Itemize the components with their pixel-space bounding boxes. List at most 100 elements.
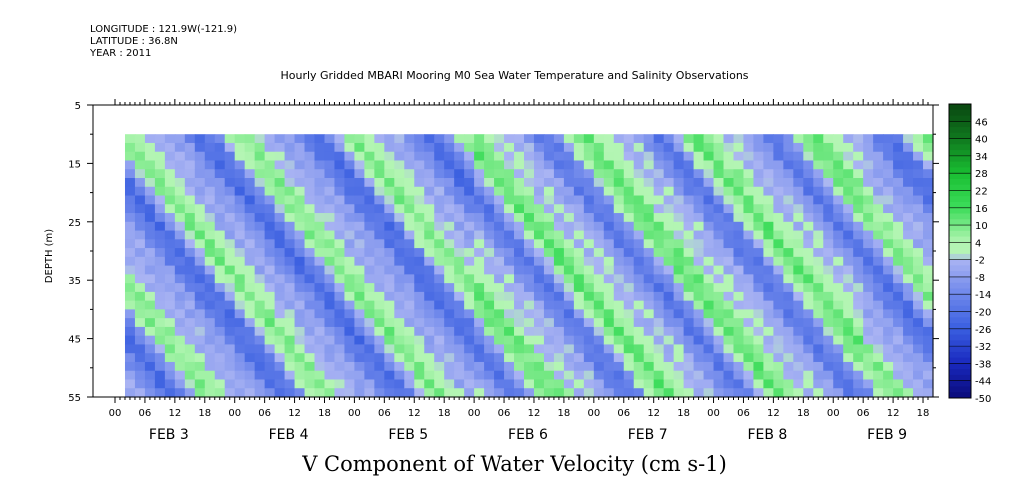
heatmap-cell xyxy=(234,335,246,346)
heatmap-cell xyxy=(753,230,765,240)
heatmap-cell xyxy=(174,309,186,319)
heatmap-cell xyxy=(793,204,804,214)
heatmap-cell xyxy=(893,221,904,232)
heatmap-cell xyxy=(394,195,405,205)
heatmap-cell xyxy=(414,248,425,258)
heatmap-cell xyxy=(733,300,745,310)
heatmap-cell xyxy=(863,142,874,153)
heatmap-cell xyxy=(653,142,665,153)
heatmap-cell xyxy=(164,309,176,319)
heatmap-cell xyxy=(833,221,844,232)
heatmap-cell xyxy=(833,213,844,223)
heatmap-cell xyxy=(494,344,505,354)
heatmap-cell xyxy=(184,344,196,354)
heatmap-cell xyxy=(484,151,495,162)
heatmap-cell xyxy=(673,186,685,197)
heatmap-cell xyxy=(294,335,306,346)
heatmap-cell xyxy=(623,239,635,249)
heatmap-cell xyxy=(254,361,266,372)
heatmap-cell xyxy=(903,142,914,153)
heatmap-cell xyxy=(713,160,725,170)
heatmap-cell xyxy=(783,300,794,310)
heatmap-cell xyxy=(633,248,645,258)
heatmap-cell xyxy=(504,318,515,328)
heatmap-cell xyxy=(603,248,615,258)
heatmap-cell xyxy=(514,318,525,328)
heatmap-cell xyxy=(773,388,784,398)
heatmap-cell xyxy=(693,274,705,284)
heatmap-cell xyxy=(344,248,356,258)
heatmap-cell xyxy=(174,353,186,363)
heatmap-cell xyxy=(464,388,475,398)
heatmap-cell xyxy=(563,335,575,346)
heatmap-cell xyxy=(793,134,804,144)
heatmap-cell xyxy=(563,353,575,363)
heatmap-cell xyxy=(823,248,834,258)
heatmap-cell xyxy=(224,195,236,205)
heatmap-cell xyxy=(294,344,306,354)
heatmap-cell xyxy=(643,248,655,258)
heatmap-cell xyxy=(404,344,415,354)
heatmap-cell xyxy=(923,370,934,381)
heatmap-cell xyxy=(244,178,256,188)
colorbar-label: 4 xyxy=(975,238,981,249)
heatmap-cell xyxy=(414,274,425,284)
heatmap-cell xyxy=(144,300,156,310)
heatmap-cell xyxy=(903,265,914,275)
heatmap-cell xyxy=(533,256,545,267)
heatmap-cell xyxy=(464,151,475,162)
heatmap-cell xyxy=(873,318,884,328)
heatmap-cell xyxy=(154,142,166,153)
heatmap-cell xyxy=(164,388,176,398)
heatmap-cell xyxy=(524,134,535,144)
heatmap-cell xyxy=(573,169,585,179)
heatmap-cell xyxy=(883,169,894,179)
colorbar-swatch xyxy=(949,276,971,284)
heatmap-cell xyxy=(613,142,625,153)
heatmap-cell xyxy=(194,344,206,354)
heatmap-cell xyxy=(484,370,495,381)
x-hour-tick-label: 18 xyxy=(917,408,930,419)
heatmap-cell xyxy=(394,326,405,337)
heatmap-cell xyxy=(374,318,385,328)
heatmap-cell xyxy=(893,195,904,205)
heatmap-cell xyxy=(843,283,854,293)
heatmap-cell xyxy=(454,388,465,398)
heatmap-cell xyxy=(384,151,395,162)
heatmap-cell xyxy=(763,361,774,372)
colorbar-swatch xyxy=(949,363,971,370)
heatmap-cell xyxy=(733,256,745,267)
heatmap-cell xyxy=(563,169,575,179)
heatmap-cell xyxy=(154,361,166,372)
heatmap-cell xyxy=(573,291,585,302)
heatmap-cell xyxy=(543,274,555,284)
heatmap-cell xyxy=(484,335,495,346)
heatmap-cell xyxy=(543,326,555,337)
heatmap-cell xyxy=(593,195,605,205)
heatmap-cell xyxy=(354,248,365,258)
heatmap-cell xyxy=(923,326,934,337)
heatmap-cell xyxy=(713,353,725,363)
heatmap-cell xyxy=(524,265,535,275)
heatmap-cell xyxy=(623,248,635,258)
heatmap-cell xyxy=(414,195,425,205)
heatmap-cell xyxy=(444,213,455,223)
heatmap-cell xyxy=(653,291,665,302)
heatmap-cell xyxy=(504,186,515,197)
heatmap-cell xyxy=(563,309,575,319)
heatmap-cell xyxy=(184,388,196,398)
heatmap-cell xyxy=(314,239,326,249)
heatmap-cell xyxy=(923,142,934,153)
heatmap-cell xyxy=(214,388,226,398)
heatmap-cell xyxy=(803,239,814,249)
heatmap-cell xyxy=(204,230,216,240)
heatmap-cell xyxy=(484,353,495,363)
heatmap-cell xyxy=(923,169,934,179)
heatmap-cell xyxy=(893,169,904,179)
heatmap-cell xyxy=(274,309,286,319)
heatmap-cell xyxy=(793,335,804,346)
heatmap-cell xyxy=(344,160,356,170)
heatmap-cell xyxy=(124,186,136,197)
heatmap-cell xyxy=(294,186,306,197)
heatmap-cell xyxy=(144,335,156,346)
